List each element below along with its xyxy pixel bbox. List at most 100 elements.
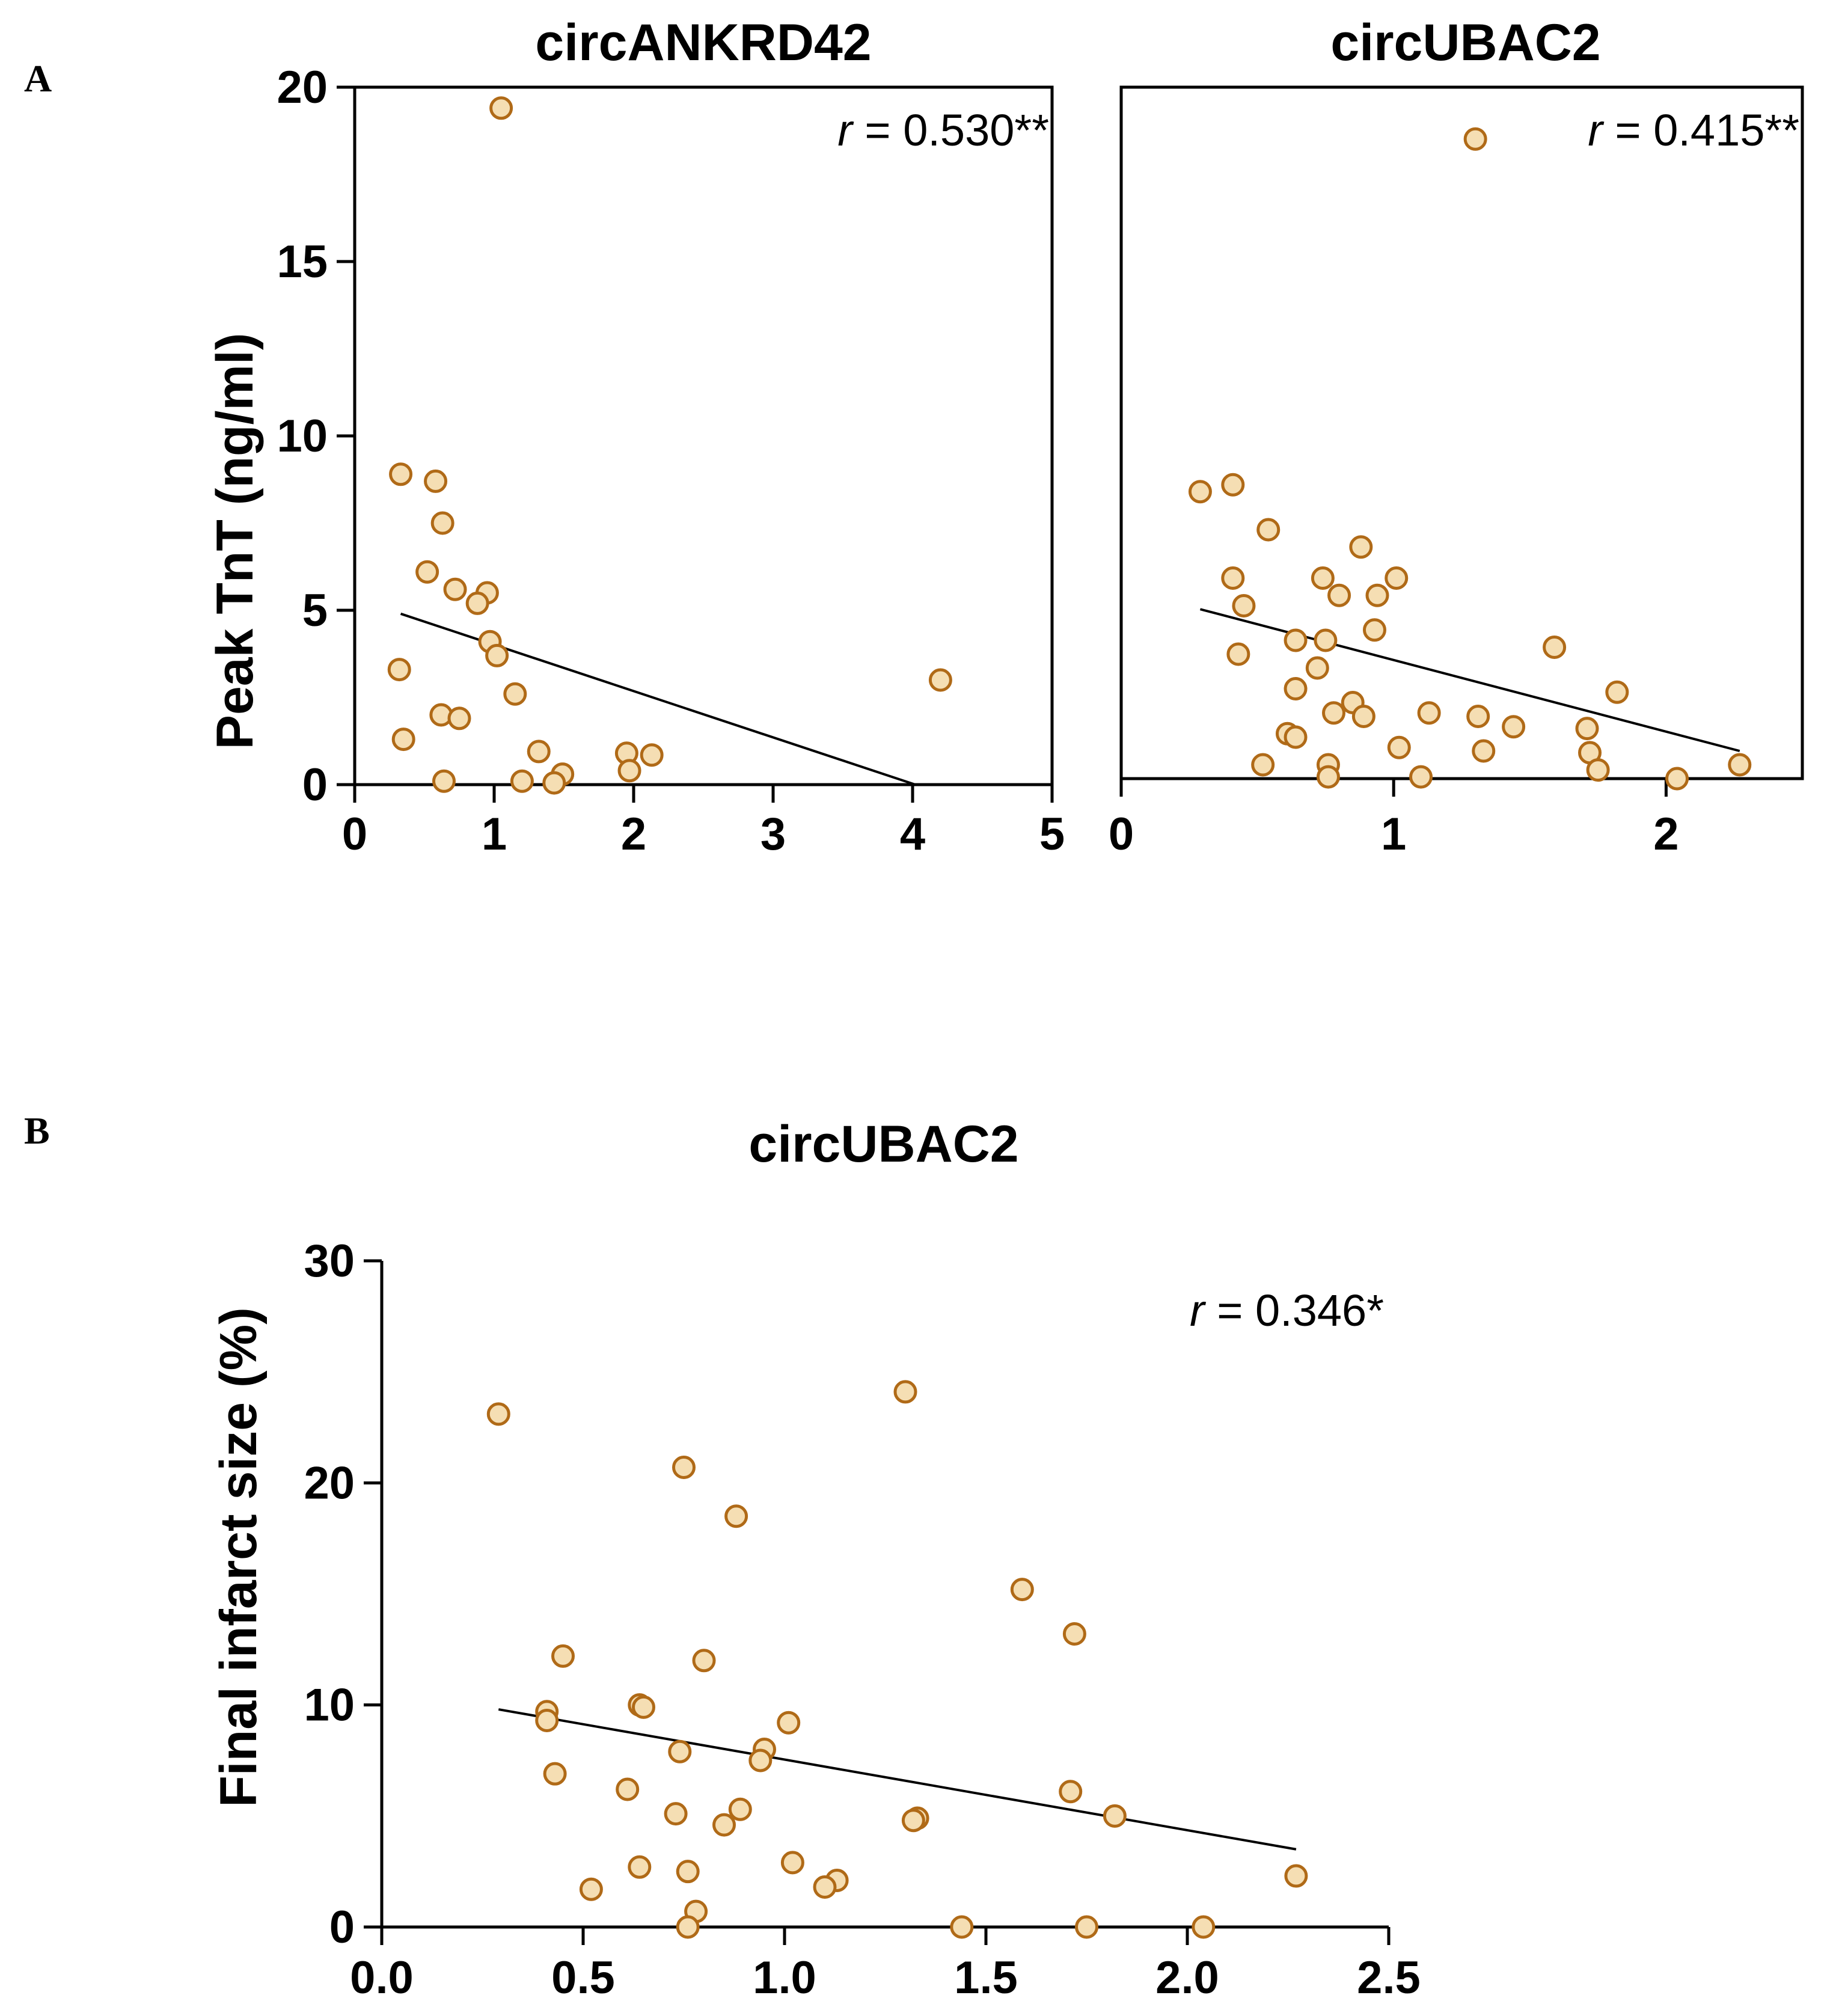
data-point	[1221, 566, 1245, 590]
data-point	[1316, 765, 1340, 789]
y-tick-label: 10	[277, 411, 328, 462]
data-point	[535, 1709, 559, 1733]
data-point	[1256, 518, 1281, 542]
data-point	[1314, 628, 1338, 652]
data-point	[893, 1380, 917, 1404]
x-tick-label: 0	[1109, 809, 1134, 860]
data-point	[724, 1504, 748, 1528]
data-point	[1311, 566, 1335, 590]
y-tick-label: 20	[277, 62, 328, 113]
data-point	[668, 1739, 692, 1763]
data-point	[672, 1455, 696, 1479]
data-point	[676, 1915, 700, 1939]
data-point	[1586, 758, 1610, 782]
plot-frame	[1119, 85, 1804, 780]
data-point	[616, 1777, 640, 1801]
data-point	[1059, 1780, 1083, 1804]
axis-ticks: 0 1 2	[1109, 85, 1804, 860]
data-point	[950, 1915, 974, 1939]
data-point	[489, 96, 513, 120]
data-point	[1472, 739, 1496, 763]
x-tick-label: 2	[621, 809, 646, 860]
data-point	[1543, 636, 1567, 659]
r-symbol: r	[1588, 105, 1605, 155]
chart-title: circUBAC2	[1330, 14, 1600, 72]
data-point	[430, 511, 454, 535]
data-point	[1351, 705, 1376, 728]
data-point	[1192, 1915, 1216, 1939]
data-point	[1387, 735, 1411, 759]
data-point	[1284, 725, 1308, 749]
data-point	[486, 1402, 510, 1426]
data-point	[928, 668, 952, 692]
x-tick-label: 0.0	[350, 1952, 414, 2003]
data-point	[543, 1762, 567, 1786]
x-tick-label: 2.0	[1155, 1952, 1219, 2003]
y-tick-label: 5	[302, 585, 328, 636]
data-point	[1075, 1915, 1098, 1939]
y-tick-label: 10	[304, 1680, 355, 1731]
y-tick-label: 15	[277, 236, 328, 287]
x-tick-label: 4	[900, 809, 925, 860]
data-point	[617, 759, 641, 783]
data-point	[664, 1802, 688, 1826]
data-point	[1362, 618, 1386, 642]
data-point	[1103, 1804, 1127, 1828]
correlation-annotation: r = 0.346*	[1190, 1285, 1384, 1335]
r-symbol: r	[1190, 1285, 1207, 1335]
axis-ticks: 0 1 2 3 4 5 0 5 10 15 20	[277, 62, 1065, 860]
data-point	[628, 1855, 652, 1879]
data-point	[415, 560, 439, 584]
data-point	[1284, 677, 1308, 700]
x-tick-label: 2	[1653, 809, 1678, 860]
data-point	[1305, 656, 1329, 680]
data-point	[1728, 753, 1752, 777]
data-point	[389, 462, 413, 486]
data-point	[387, 658, 411, 682]
y-tick-label: 20	[304, 1457, 355, 1509]
data-point	[777, 1711, 801, 1735]
data-point	[432, 769, 456, 793]
data-point	[1605, 680, 1629, 704]
data-point	[1463, 127, 1487, 151]
x-tick-label: 1.5	[954, 1952, 1018, 2003]
data-point	[1284, 1864, 1308, 1888]
data-point	[1284, 628, 1308, 652]
data-point	[901, 1809, 925, 1833]
data-point	[1349, 535, 1373, 559]
panel-label-b: B	[24, 1109, 50, 1152]
y-axis-label: Peak TnT (ng/ml)	[206, 333, 264, 750]
data-point	[1466, 705, 1490, 728]
data-point	[527, 740, 551, 764]
data-point	[1232, 594, 1256, 617]
data-point	[748, 1748, 773, 1772]
data-point	[485, 643, 509, 667]
data-point	[676, 1860, 700, 1884]
correlation-annotation: r = 0.530**	[837, 105, 1049, 155]
x-tick-label: 0	[342, 809, 367, 860]
data-point	[1417, 701, 1441, 725]
correlation-annotation: r = 0.415**	[1588, 105, 1799, 155]
chart-title: circANKRD42	[535, 14, 871, 72]
data-point	[1221, 473, 1245, 497]
data-point	[1385, 566, 1409, 590]
data-point	[443, 577, 467, 601]
data-point	[1575, 717, 1599, 741]
x-tick-label: 1	[482, 809, 507, 860]
r-symbol: r	[837, 105, 854, 155]
data-point	[510, 769, 534, 793]
data-points	[486, 1380, 1308, 1939]
r-value: = 0.530**	[852, 105, 1049, 155]
data-point	[728, 1797, 752, 1821]
data-point	[551, 1644, 575, 1668]
data-point	[1010, 1578, 1034, 1602]
data-point	[1226, 642, 1250, 666]
data-point	[1251, 753, 1275, 777]
regression-line	[498, 1708, 1297, 1851]
data-point	[424, 469, 448, 493]
trendline-group	[498, 1708, 1297, 1851]
panel-label-a: A	[24, 57, 52, 100]
data-point	[1321, 701, 1345, 725]
data-points	[387, 96, 952, 795]
data-point	[712, 1813, 736, 1837]
